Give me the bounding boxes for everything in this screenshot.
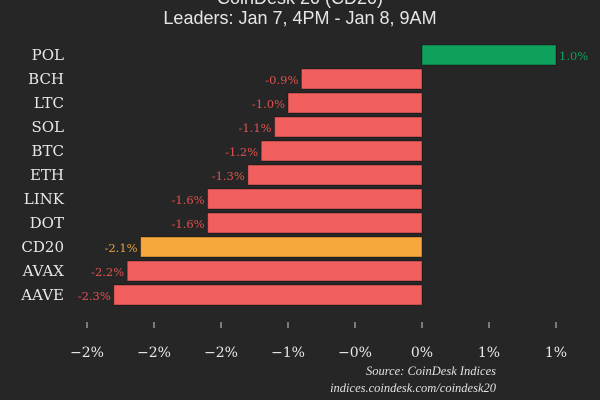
bar-cd20: [140, 236, 423, 258]
category-label: ETH: [30, 166, 64, 184]
value-label: -1.0%: [252, 97, 285, 111]
category-label: LINK: [24, 190, 65, 208]
value-label: -1.3%: [212, 169, 245, 183]
chart-subtitle: Leaders: Jan 7, 4PM - Jan 8, 9AM: [163, 8, 437, 28]
source-url: indices.coindesk.com/coindesk20: [330, 381, 496, 395]
category-label: BTC: [31, 142, 64, 160]
category-label: POL: [32, 46, 64, 64]
category-label: SOL: [31, 118, 64, 136]
source-note: Source: CoinDesk Indices: [365, 364, 496, 378]
value-label: -1.1%: [238, 121, 271, 135]
category-label: LTC: [34, 94, 64, 112]
value-label: -1.2%: [225, 145, 258, 159]
bar-btc: [260, 140, 423, 162]
value-label: -2.2%: [91, 265, 124, 279]
value-label: -0.9%: [265, 73, 298, 87]
x-tick-label: −2%: [70, 345, 104, 361]
x-tick-label: 0%: [411, 345, 433, 361]
bar-ltc: [287, 92, 423, 114]
x-tick-label: −2%: [137, 345, 171, 361]
value-label: -1.6%: [171, 193, 204, 207]
x-tick-label: −1%: [271, 345, 305, 361]
chart-title: CoinDesk 20 (CD20): [0, 0, 600, 9]
category-label: DOT: [30, 214, 64, 232]
value-label: -1.6%: [171, 217, 204, 231]
value-label: -2.3%: [78, 289, 111, 303]
bar-eth: [247, 164, 423, 186]
category-label: AVAX: [22, 262, 65, 280]
x-tick-label: 1%: [478, 345, 500, 361]
x-tick-label: −0%: [338, 345, 372, 361]
bar-avax: [126, 260, 423, 282]
bar-dot: [207, 212, 423, 234]
bar-bch: [300, 68, 423, 90]
x-tick-label: −2%: [204, 345, 238, 361]
category-label: CD20: [21, 238, 64, 256]
bar-aave: [113, 284, 423, 306]
category-label: BCH: [28, 70, 64, 88]
value-label: 1.0%: [559, 49, 588, 63]
bar-link: [207, 188, 423, 210]
bar-sol: [274, 116, 423, 138]
x-tick-label: 1%: [545, 345, 567, 361]
value-label: -2.1%: [104, 241, 137, 255]
category-label: AAVE: [20, 286, 64, 304]
bar-pol: [421, 44, 557, 66]
